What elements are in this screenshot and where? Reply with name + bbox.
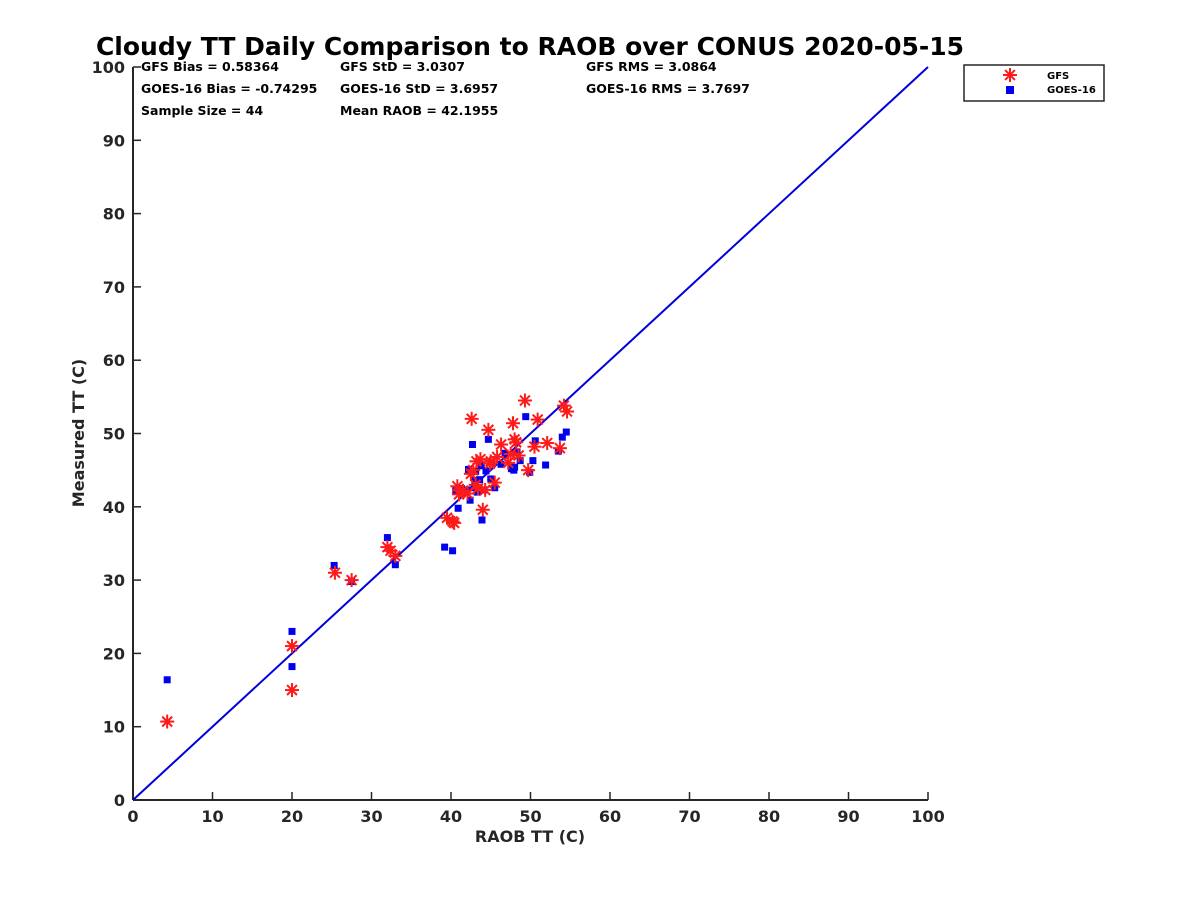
y-tick-label: 30	[103, 571, 125, 590]
stat-gfs-std: GFS StD = 3.0307	[340, 59, 465, 74]
x-tick-label: 90	[837, 807, 859, 826]
x-tick-label: 40	[440, 807, 462, 826]
stat-goes-bias: GOES-16 Bias = -0.74295	[141, 81, 317, 96]
y-tick-label: 20	[103, 644, 125, 663]
x-tick-label: 50	[519, 807, 541, 826]
y-ticks: 0 10 20 30 40 50 60 70 80 90 100	[92, 58, 141, 810]
gfs-point	[285, 683, 299, 698]
gfs-point	[468, 477, 483, 492]
legend-box	[963, 64, 1105, 102]
goes-16-point	[562, 428, 570, 436]
goes-16-point	[383, 534, 391, 542]
gfs-point	[478, 482, 493, 497]
x-tick-label: 60	[599, 807, 621, 826]
x-tick-label: 30	[360, 807, 382, 826]
gfs-point	[344, 573, 359, 588]
y-axis-label: Measured TT (C)	[69, 359, 88, 507]
goes-16-point	[454, 504, 462, 512]
x-tick-label: 80	[758, 807, 780, 826]
x-tick-label: 10	[201, 807, 223, 826]
legend-gfs-marker	[1003, 68, 1017, 82]
y-tick-label: 50	[103, 425, 125, 444]
gfs-point	[507, 432, 522, 447]
gfs-point	[482, 456, 497, 471]
goes-16-point	[529, 457, 537, 465]
y-tick-label: 100	[92, 58, 125, 77]
gfs-point	[466, 463, 481, 478]
x-axis-label: RAOB TT (C)	[475, 827, 585, 846]
gfs-point	[460, 486, 475, 501]
goes-16-point	[522, 413, 530, 421]
stat-goes-rms: GOES-16 RMS = 3.7697	[586, 81, 750, 96]
goes-16-point	[484, 435, 492, 443]
y-tick-label: 80	[103, 205, 125, 224]
stat-mean-raob: Mean RAOB = 42.1955	[340, 103, 498, 118]
chart-title: Cloudy TT Daily Comparison to RAOB over …	[96, 32, 964, 61]
legend-gfs-label: GFS	[1047, 71, 1069, 82]
goes-16-point	[516, 457, 524, 465]
gfs-point	[481, 422, 496, 437]
gfs-point	[327, 565, 342, 580]
gfs-point	[285, 639, 299, 654]
gfs-point	[388, 548, 403, 563]
y-tick-label: 0	[114, 791, 125, 810]
goes-16-point	[468, 440, 476, 448]
gfs-point	[511, 448, 526, 463]
goes-16-point	[441, 543, 449, 551]
x-tick-label: 70	[678, 807, 700, 826]
gfs-point	[464, 411, 479, 426]
gfs-point	[487, 475, 502, 490]
legend-goes-marker	[1006, 86, 1014, 94]
data-series	[160, 393, 575, 729]
goes-16-point	[558, 433, 566, 441]
goes-16-point	[288, 627, 296, 635]
x-tick-label: 0	[127, 807, 138, 826]
stat-gfs-rms: GFS RMS = 3.0864	[586, 59, 717, 74]
goes-16-point	[391, 561, 399, 569]
gfs-point	[506, 416, 521, 431]
one-to-one-reference-line	[132, 66, 929, 801]
gfs-point	[527, 439, 542, 454]
gfs-point	[521, 463, 536, 478]
goes-16-point	[513, 448, 521, 456]
x-tick-label: 100	[911, 807, 944, 826]
gfs-point	[494, 437, 509, 452]
goes-16-point	[482, 467, 490, 475]
goes-16-point	[466, 496, 474, 504]
gfs-point	[540, 436, 555, 451]
gfs-point	[475, 502, 490, 517]
y-tick-label: 90	[103, 131, 125, 150]
goes-16-point	[542, 461, 550, 469]
goes-16-point	[163, 676, 171, 684]
goes-16-point	[288, 663, 296, 671]
goes-16-point	[330, 561, 338, 569]
goes-16-point	[510, 466, 518, 474]
gfs-point	[160, 714, 175, 729]
y-tick-label: 60	[103, 351, 125, 370]
y-tick-label: 40	[103, 498, 125, 517]
gfs-point	[560, 404, 575, 419]
gfs-point	[552, 441, 567, 456]
gfs-point	[447, 515, 462, 530]
stat-goes-std: GOES-16 StD = 3.6957	[340, 81, 498, 96]
x-tick-label: 20	[281, 807, 303, 826]
goes-16-point	[497, 460, 505, 468]
x-ticks: 0 10 20 30 40 50 60 70 80 90 100	[127, 792, 945, 826]
stat-gfs-bias: GFS Bias = 0.58364	[141, 59, 279, 74]
goes-16-point	[478, 516, 486, 524]
statistics-block: GFS Bias = 0.58364 GFS StD = 3.0307 GFS …	[141, 59, 750, 118]
legend: GFS GOES-16	[963, 64, 1105, 102]
gfs-point	[501, 455, 516, 470]
stat-sample-size: Sample Size = 44	[141, 103, 263, 118]
y-tick-label: 10	[103, 718, 125, 737]
series-gfs	[160, 393, 575, 729]
gfs-point	[517, 393, 532, 408]
legend-goes-label: GOES-16	[1047, 85, 1096, 96]
gfs-marker-glyph	[1003, 68, 1017, 82]
goes-16-point	[449, 547, 457, 555]
y-tick-label: 70	[103, 278, 125, 297]
gfs-point	[530, 412, 545, 427]
